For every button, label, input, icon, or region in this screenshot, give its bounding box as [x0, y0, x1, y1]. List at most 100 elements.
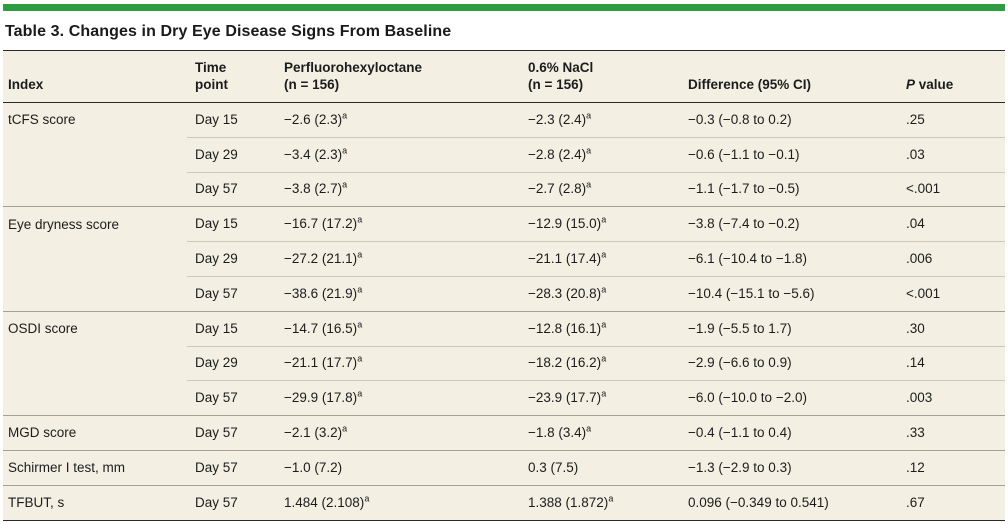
pfho-cell: −21.1 (17.7)a — [278, 345, 522, 381]
p-value-cell: .04 — [900, 206, 1005, 242]
footnote-marker: a — [357, 214, 363, 225]
pfho-cell: −27.2 (21.1)a — [278, 241, 522, 277]
footnote-marker: a — [601, 214, 607, 225]
index-cell: Eye dryness score — [3, 206, 187, 242]
col-header-index: Index — [3, 50, 187, 103]
p-value-cell: <.001 — [900, 171, 1005, 207]
difference-cell: −6.1 (−10.4 to −1.8) — [682, 241, 900, 277]
pfho-cell: 1.484 (2.108)a — [278, 484, 522, 521]
table-row: Day 57 −3.8 (2.7)a −2.7 (2.8)a −1.1 (−1.7 t… — [3, 171, 1005, 207]
dry-eye-table: Index Time point Perfluorohexyloctane (n = 1… — [3, 50, 1005, 521]
table-row: Day 29 −3.4 (2.3)a −2.8 (2.4)a −0.6 (−1.1 t… — [3, 136, 1005, 173]
pfho-cell: −3.4 (2.3)a — [278, 136, 522, 173]
difference-cell: −0.6 (−1.1 to −0.1) — [682, 136, 900, 173]
footnote-marker: a — [342, 145, 348, 156]
header-row: Index Time point Perfluorohexyloctane (n = 1… — [3, 50, 1005, 103]
index-cell — [3, 380, 187, 416]
table-title: Table 3. Changes in Dry Eye Disease Sign… — [5, 23, 452, 40]
footnote-marker: a — [601, 388, 607, 399]
nacl-cell: −2.3 (2.4)a — [522, 102, 682, 138]
p-value-cell: .03 — [900, 136, 1005, 173]
time-point-cell: Day 57 — [187, 449, 278, 486]
p-value-cell: .12 — [900, 449, 1005, 486]
footnote-marker: a — [586, 145, 592, 156]
table-row: OSDI score Day 15 −14.7 (16.5)a −12.8 (16.1… — [3, 310, 1005, 347]
table-row: Schirmer I test, mm Day 57 −1.0 (7.2) 0.3 (… — [3, 449, 1005, 486]
time-point-cell: Day 57 — [187, 380, 278, 416]
nacl-cell: −2.8 (2.4)a — [522, 136, 682, 173]
index-cell — [3, 241, 187, 277]
nacl-cell: −28.3 (20.8)a — [522, 275, 682, 312]
p-value-cell: .30 — [900, 310, 1005, 347]
time-point-cell: Day 15 — [187, 310, 278, 347]
footnote-marker: a — [601, 319, 607, 330]
index-cell — [3, 346, 187, 381]
index-cell — [3, 137, 187, 173]
table-header: Index Time point Perfluorohexyloctane (n = 1… — [3, 50, 1005, 103]
time-point-cell: Day 15 — [187, 206, 278, 242]
pfho-cell: −2.6 (2.3)a — [278, 102, 522, 138]
time-point-cell: Day 15 — [187, 102, 278, 138]
difference-cell: −3.8 (−7.4 to −0.2) — [682, 206, 900, 242]
table-row: tCFS score Day 15 −2.6 (2.3)a −2.3 (2.4)a −0… — [3, 102, 1005, 138]
pfho-cell: −38.6 (21.9)a — [278, 275, 522, 312]
difference-cell: −10.4 (−15.1 to −5.6) — [682, 275, 900, 312]
table-body: tCFS score Day 15 −2.6 (2.3)a −2.3 (2.4)a −0… — [3, 102, 1005, 521]
index-cell: MGD score — [3, 415, 187, 451]
difference-cell: −2.9 (−6.6 to 0.9) — [682, 345, 900, 381]
difference-cell: −0.3 (−0.8 to 0.2) — [682, 102, 900, 138]
p-value-cell: .006 — [900, 241, 1005, 277]
time-point-cell: Day 57 — [187, 171, 278, 207]
time-point-cell: Day 57 — [187, 484, 278, 521]
footnote-marker: a — [357, 353, 363, 364]
footnote-marker: a — [357, 388, 363, 399]
table-row: Day 29 −21.1 (17.7)a −18.2 (16.2)a −2.9 (−6… — [3, 345, 1005, 381]
col-header-time_point: Time point — [187, 50, 278, 103]
nacl-cell: −2.7 (2.8)a — [522, 171, 682, 207]
nacl-cell: −23.9 (17.7)a — [522, 380, 682, 416]
footnote-marker: a — [357, 284, 363, 295]
index-cell — [3, 172, 187, 207]
difference-cell: −1.1 (−1.7 to −0.5) — [682, 171, 900, 207]
pfho-cell: −29.9 (17.8)a — [278, 380, 522, 416]
index-cell — [3, 276, 187, 312]
p-value-cell: .14 — [900, 345, 1005, 381]
difference-cell: −0.4 (−1.1 to 0.4) — [682, 415, 900, 451]
footnote-marker: a — [601, 353, 607, 364]
nacl-cell: 0.3 (7.5) — [522, 449, 682, 486]
table-row: Day 57 −29.9 (17.8)a −23.9 (17.7)a −6.0 (−1… — [3, 380, 1005, 416]
index-cell: TFBUT, s — [3, 484, 187, 521]
table-row: Day 29 −27.2 (21.1)a −21.1 (17.4)a −6.1 (−1… — [3, 241, 1005, 277]
col-header-p_value: P value — [900, 50, 1005, 103]
difference-cell: 0.096 (−0.349 to 0.541) — [682, 484, 900, 521]
table-row: MGD score Day 57 −2.1 (3.2)a −1.8 (3.4)a −0.… — [3, 415, 1005, 451]
index-cell: tCFS score — [3, 102, 187, 138]
p-value-cell: <.001 — [900, 275, 1005, 312]
footnote-marker: a — [586, 110, 592, 121]
time-point-cell: Day 29 — [187, 136, 278, 173]
footnote-marker: a — [342, 179, 348, 190]
pfho-cell: −1.0 (7.2) — [278, 449, 522, 486]
time-point-cell: Day 57 — [187, 415, 278, 451]
p-value-cell: .003 — [900, 380, 1005, 416]
table-row: Day 57 −38.6 (21.9)a −28.3 (20.8)a −10.4 (−… — [3, 275, 1005, 312]
p-value-cell: .25 — [900, 102, 1005, 138]
footnote-marker: a — [342, 110, 348, 121]
table-row: TFBUT, s Day 57 1.484 (2.108)a 1.388 (1.872… — [3, 484, 1005, 521]
p-value-cell: .67 — [900, 484, 1005, 521]
time-point-cell: Day 29 — [187, 345, 278, 381]
pfho-cell: −3.8 (2.7)a — [278, 171, 522, 207]
col-header-difference: Difference (95% CI) — [682, 50, 900, 103]
table-row: Eye dryness score Day 15 −16.7 (17.2)a −12.… — [3, 206, 1005, 242]
nacl-cell: −12.8 (16.1)a — [522, 310, 682, 347]
footnote-marker: a — [342, 423, 348, 434]
difference-cell: −1.3 (−2.9 to 0.3) — [682, 449, 900, 486]
footnote-marker: a — [586, 423, 592, 434]
footnote-marker: a — [586, 179, 592, 190]
time-point-cell: Day 57 — [187, 275, 278, 312]
col-header-nacl: 0.6% NaCl (n = 156) — [522, 50, 682, 103]
pfho-cell: −16.7 (17.2)a — [278, 206, 522, 242]
nacl-cell: −12.9 (15.0)a — [522, 206, 682, 242]
pfho-cell: −2.1 (3.2)a — [278, 415, 522, 451]
